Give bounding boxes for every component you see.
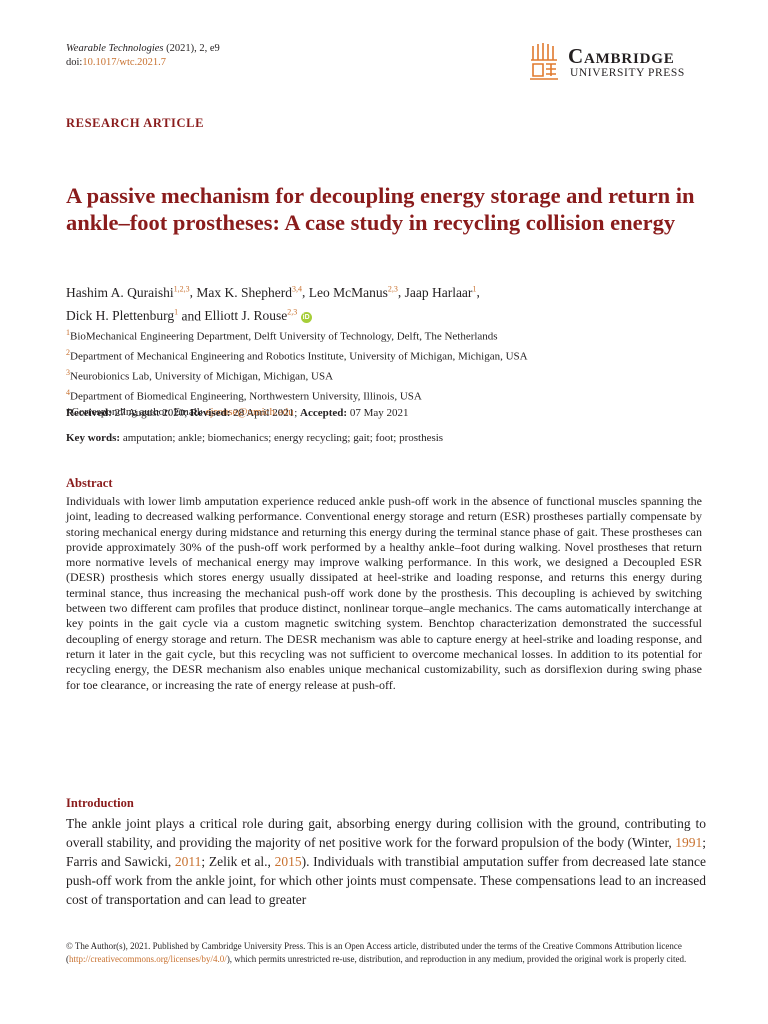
author[interactable]: Jaap Harlaar1: [404, 284, 477, 300]
introduction-text: The ankle joint plays a critical role du…: [66, 816, 706, 907]
journal-name: Wearable Technologies: [66, 43, 164, 54]
author[interactable]: Leo McManus2,3: [308, 284, 398, 300]
author[interactable]: Hashim A. Quraishi1,2,3: [66, 284, 190, 300]
journal-meta: (2021), 2, e9: [163, 43, 220, 54]
abstract-text: Individuals with lower limb amputation e…: [66, 494, 702, 692]
author[interactable]: Max K. Shepherd3,4: [196, 284, 302, 300]
citation-link[interactable]: 2015: [274, 854, 302, 869]
orcid-icon[interactable]: iD: [300, 312, 312, 323]
doi-link[interactable]: 10.1017/wtc.2021.7: [82, 57, 167, 68]
abstract-heading: Abstract: [66, 476, 113, 490]
publisher-subtitle: UNIVERSITY PRESS: [570, 67, 685, 79]
citation-link[interactable]: 2011: [174, 854, 202, 869]
affiliation: 4Department of Biomedical Engineering, N…: [66, 387, 422, 403]
article-type: RESEARCH ARTICLE: [66, 116, 205, 130]
article-title: A passive mechanism for decoupling energ…: [66, 183, 695, 235]
introduction-heading: Introduction: [66, 796, 134, 810]
affiliation: 3Neurobionics Lab, University of Michiga…: [66, 367, 334, 383]
author[interactable]: Elliott J. Rouse2,3: [204, 307, 298, 324]
doi-label: doi:: [66, 57, 83, 68]
keywords: Key words: amputation; ankle; biomechani…: [66, 432, 444, 444]
author[interactable]: Dick H. Plettenburg1: [66, 307, 179, 324]
author-list: Hashim A. Quraishi1,2,3, Max K. Shepherd…: [66, 284, 480, 324]
article-dates: Received: 27 August 2020; Revised: 28 Ap…: [66, 407, 409, 419]
affiliations: 1BioMechanical Engineering Department, D…: [66, 325, 706, 420]
affiliation: 2Department of Mechanical Engineering an…: [66, 347, 528, 363]
affiliation: 1BioMechanical Engineering Department, D…: [66, 328, 498, 343]
corresponding-author: *Corresponding author: Email: ejrouse@um…: [66, 405, 294, 418]
citation-link[interactable]: 1991: [675, 835, 703, 850]
publisher-logo: Cambridge UNIVERSITY PRESS: [528, 42, 718, 84]
cambridge-shield-icon: [530, 43, 558, 80]
license-link[interactable]: http://creativecommons.org/licenses/by/4…: [69, 953, 227, 964]
license-footer: © The Author(s), 2021. Published by Camb…: [66, 941, 687, 964]
publisher-name: Cambridge: [568, 44, 675, 68]
email-link[interactable]: ejrouse@umich.edu: [205, 405, 294, 418]
journal-citation: Wearable Technologies (2021), 2, e9 doi:…: [66, 42, 220, 70]
